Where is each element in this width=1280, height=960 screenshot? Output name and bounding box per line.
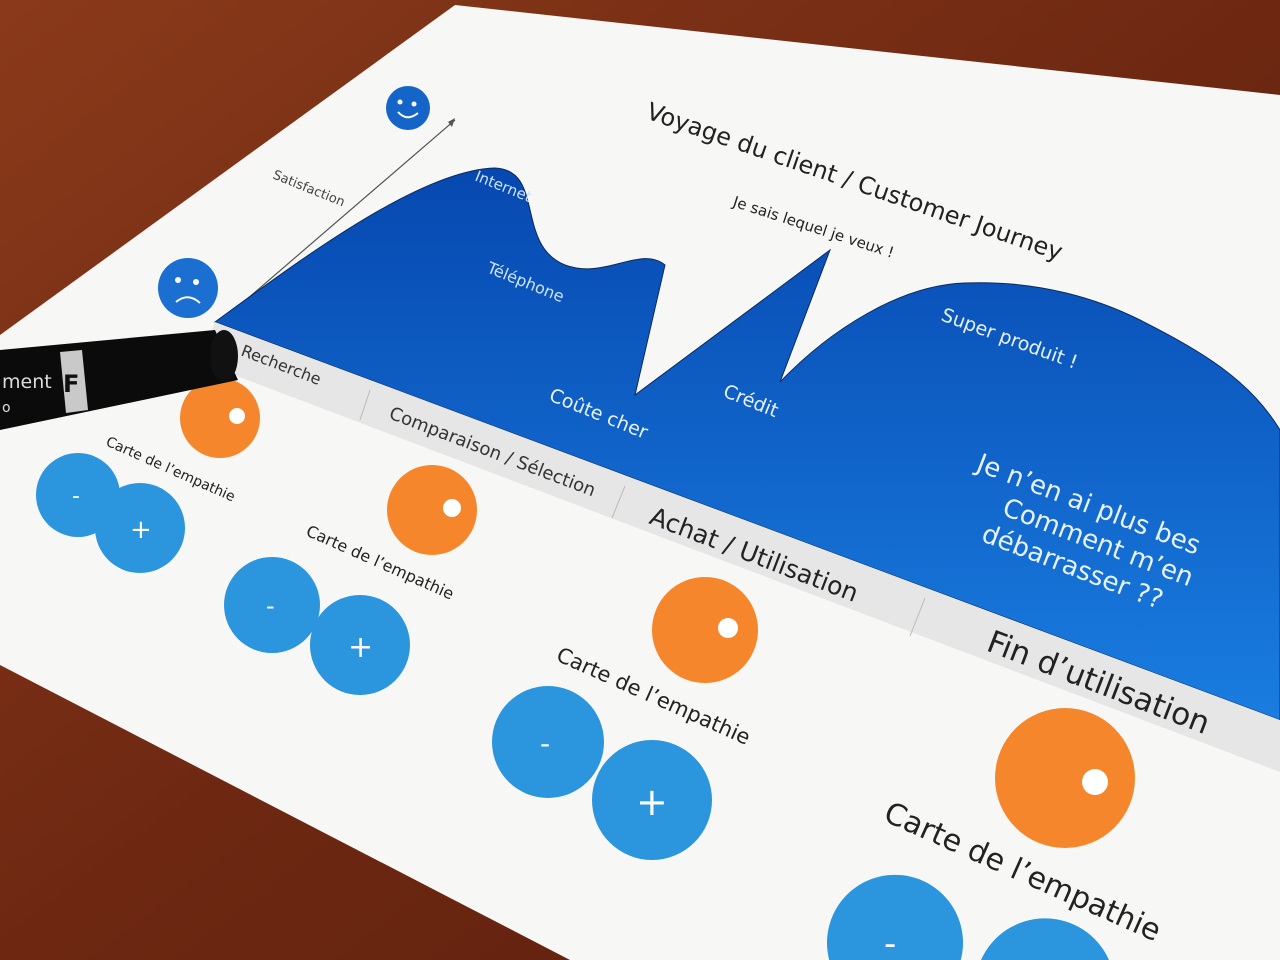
orange-sticker <box>652 577 758 683</box>
stage-strip <box>200 322 1280 772</box>
plus-sticker[interactable] <box>310 595 410 695</box>
plus-sticker[interactable] <box>981 918 1109 960</box>
minus-sticker[interactable] <box>224 557 320 653</box>
plus-sign: + <box>636 780 668 824</box>
stage-divider <box>359 389 371 421</box>
sticker-dot-icon <box>443 499 461 517</box>
axis-arrow-icon <box>448 118 455 127</box>
minus-sign: - <box>266 592 275 620</box>
orange-sticker <box>387 465 477 555</box>
stage-divider <box>611 485 626 519</box>
sticker-dot-icon <box>229 408 245 424</box>
marker-brand-text-2: o <box>2 400 11 416</box>
empathy-group-1: Carte de l’empathie - + <box>36 378 260 573</box>
marker-pen[interactable]: F ment o <box>0 330 238 430</box>
marker-letter: F <box>63 370 79 398</box>
happy-face-icon <box>386 86 430 130</box>
plus-sign: + <box>130 515 152 545</box>
minus-sticker[interactable] <box>492 686 604 798</box>
plus-sticker[interactable] <box>592 740 712 860</box>
minus-sign: - <box>540 727 550 760</box>
minus-sign: - <box>884 924 896 960</box>
stage-divider <box>909 597 926 637</box>
plus-sign: + <box>348 630 373 665</box>
minus-sign: - <box>72 484 80 509</box>
marker-band <box>60 350 88 413</box>
sticker-dot-icon <box>1082 769 1108 795</box>
sticker-dot-icon <box>718 618 738 638</box>
sad-face-icon <box>158 258 218 318</box>
satisfaction-curve-area <box>213 167 1280 721</box>
minus-sticker[interactable] <box>827 874 963 960</box>
marker-brand-text: ment <box>2 371 52 393</box>
satisfaction-axis <box>224 119 456 319</box>
orange-sticker <box>180 378 260 458</box>
plus-sticker[interactable] <box>95 483 185 573</box>
orange-sticker <box>995 708 1135 848</box>
